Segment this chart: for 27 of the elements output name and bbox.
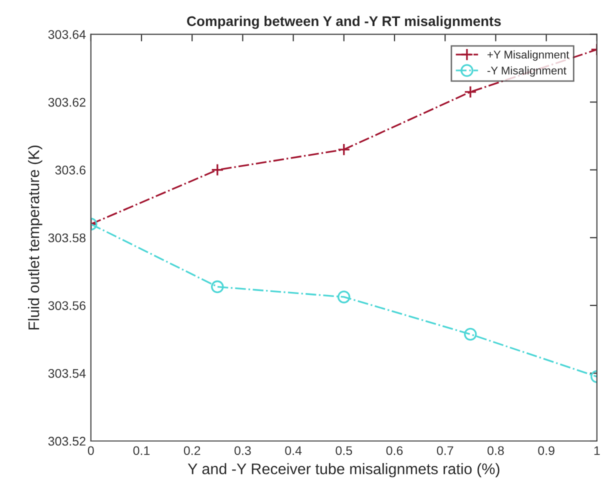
point <box>338 290 350 304</box>
y-tick-label: 303.54 <box>48 369 86 378</box>
y-tick-label: 303.58 <box>48 233 86 242</box>
y-tick-label: 303.62 <box>48 98 86 107</box>
x-tick-label: 0.4 <box>285 446 302 456</box>
point <box>211 280 224 294</box>
x-tick-label: 0.7 <box>436 446 454 456</box>
x-tick-label: 0.8 <box>488 446 504 456</box>
y-axis-title: Fluid outlet temperature (K) <box>28 146 42 330</box>
x-tick-label: 0.9 <box>538 446 554 456</box>
x-tick-label: 0.5 <box>336 446 352 456</box>
y-tick-label: 303.52 <box>48 436 86 446</box>
legend-label: -Y Misalignment <box>487 66 566 77</box>
x-tick-label: 0.3 <box>234 446 251 456</box>
x-tick-label: 0 <box>88 446 94 456</box>
point <box>211 163 224 176</box>
x-tick-label: 1 <box>594 446 600 455</box>
y-tick-label: 303.6 <box>55 166 86 175</box>
y-tick-label: 303.56 <box>48 301 86 310</box>
x-axis-title: Y and -Y Receiver tube misalignmets ratio (%) <box>188 463 500 478</box>
y-tick-label: 303.64 <box>48 30 86 39</box>
x-tick-label: 0.6 <box>386 446 403 456</box>
legend-label: +Y Misalignment <box>487 50 570 61</box>
x-tick-label: 0.1 <box>133 446 150 456</box>
point <box>338 143 350 156</box>
chart-title: Comparing between Y and -Y RT misalignments <box>187 16 501 29</box>
x-tick-label: 0.2 <box>184 446 200 456</box>
